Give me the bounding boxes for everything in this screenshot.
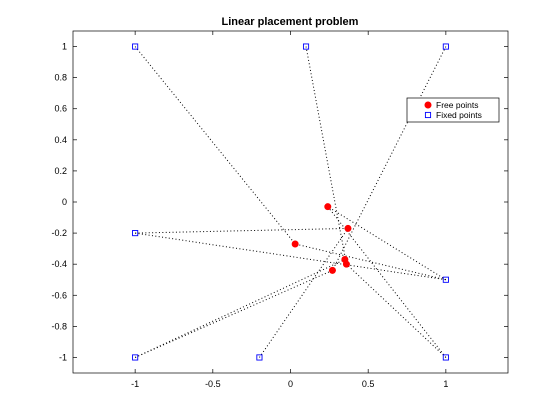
legend-label: Fixed points [436,110,482,120]
y-tick-label: 0 [62,197,67,207]
connection-line [327,206,447,281]
x-tick-label: -1 [131,379,139,389]
connection-line [327,206,447,358]
y-tick-label: -1 [59,352,67,362]
free-point [342,260,350,268]
free-point [344,224,352,232]
data-points [132,43,449,361]
connection-line [259,228,349,358]
y-tick-label: 0.6 [54,104,67,114]
legend-box [406,97,500,123]
y-tick-label: 0.8 [54,73,67,83]
fixed-point [132,43,139,50]
fixed-point [442,43,449,50]
legend-label: Free points [436,100,479,110]
connection-line [135,232,446,281]
y-tick-label: -0.2 [51,228,67,238]
x-tick-label: -0.5 [205,379,221,389]
y-tick-label: 1 [62,42,67,52]
connection-line [135,227,348,234]
y-tick-label: -0.6 [51,290,67,300]
x-tick-label: 0.5 [362,379,375,389]
y-tick-label: -0.4 [51,259,67,269]
chart-title: Linear placement problem [222,16,359,28]
connection-line [134,46,296,245]
connection-line [305,46,347,265]
legend-free-marker [424,101,432,109]
connection-line [134,259,346,358]
fixed-point [302,43,310,50]
fixed-point [442,354,449,361]
plot-area [72,30,509,374]
connection-line [346,263,447,358]
x-tick-label: 1 [443,379,448,389]
axis-ticks: -1 -0.5 0 0.5 1 1 0.8 0.6 0.4 0.2 0 -0.2 -0.4 -0.6 -0.… [51,31,508,389]
y-tick-label: -0.8 [51,321,67,331]
x-tick-label: 0 [288,379,293,389]
fixed-point [132,354,139,361]
y-tick-label: 0.2 [54,166,67,176]
connection-lines [134,46,447,358]
y-tick-label: 0.4 [54,135,67,145]
free-point [324,203,332,211]
fixed-point [256,354,263,361]
fixed-point [442,276,449,283]
fixed-point [132,230,139,237]
legend-fixed-marker [424,111,432,119]
free-point [291,240,299,248]
free-point [328,266,336,274]
